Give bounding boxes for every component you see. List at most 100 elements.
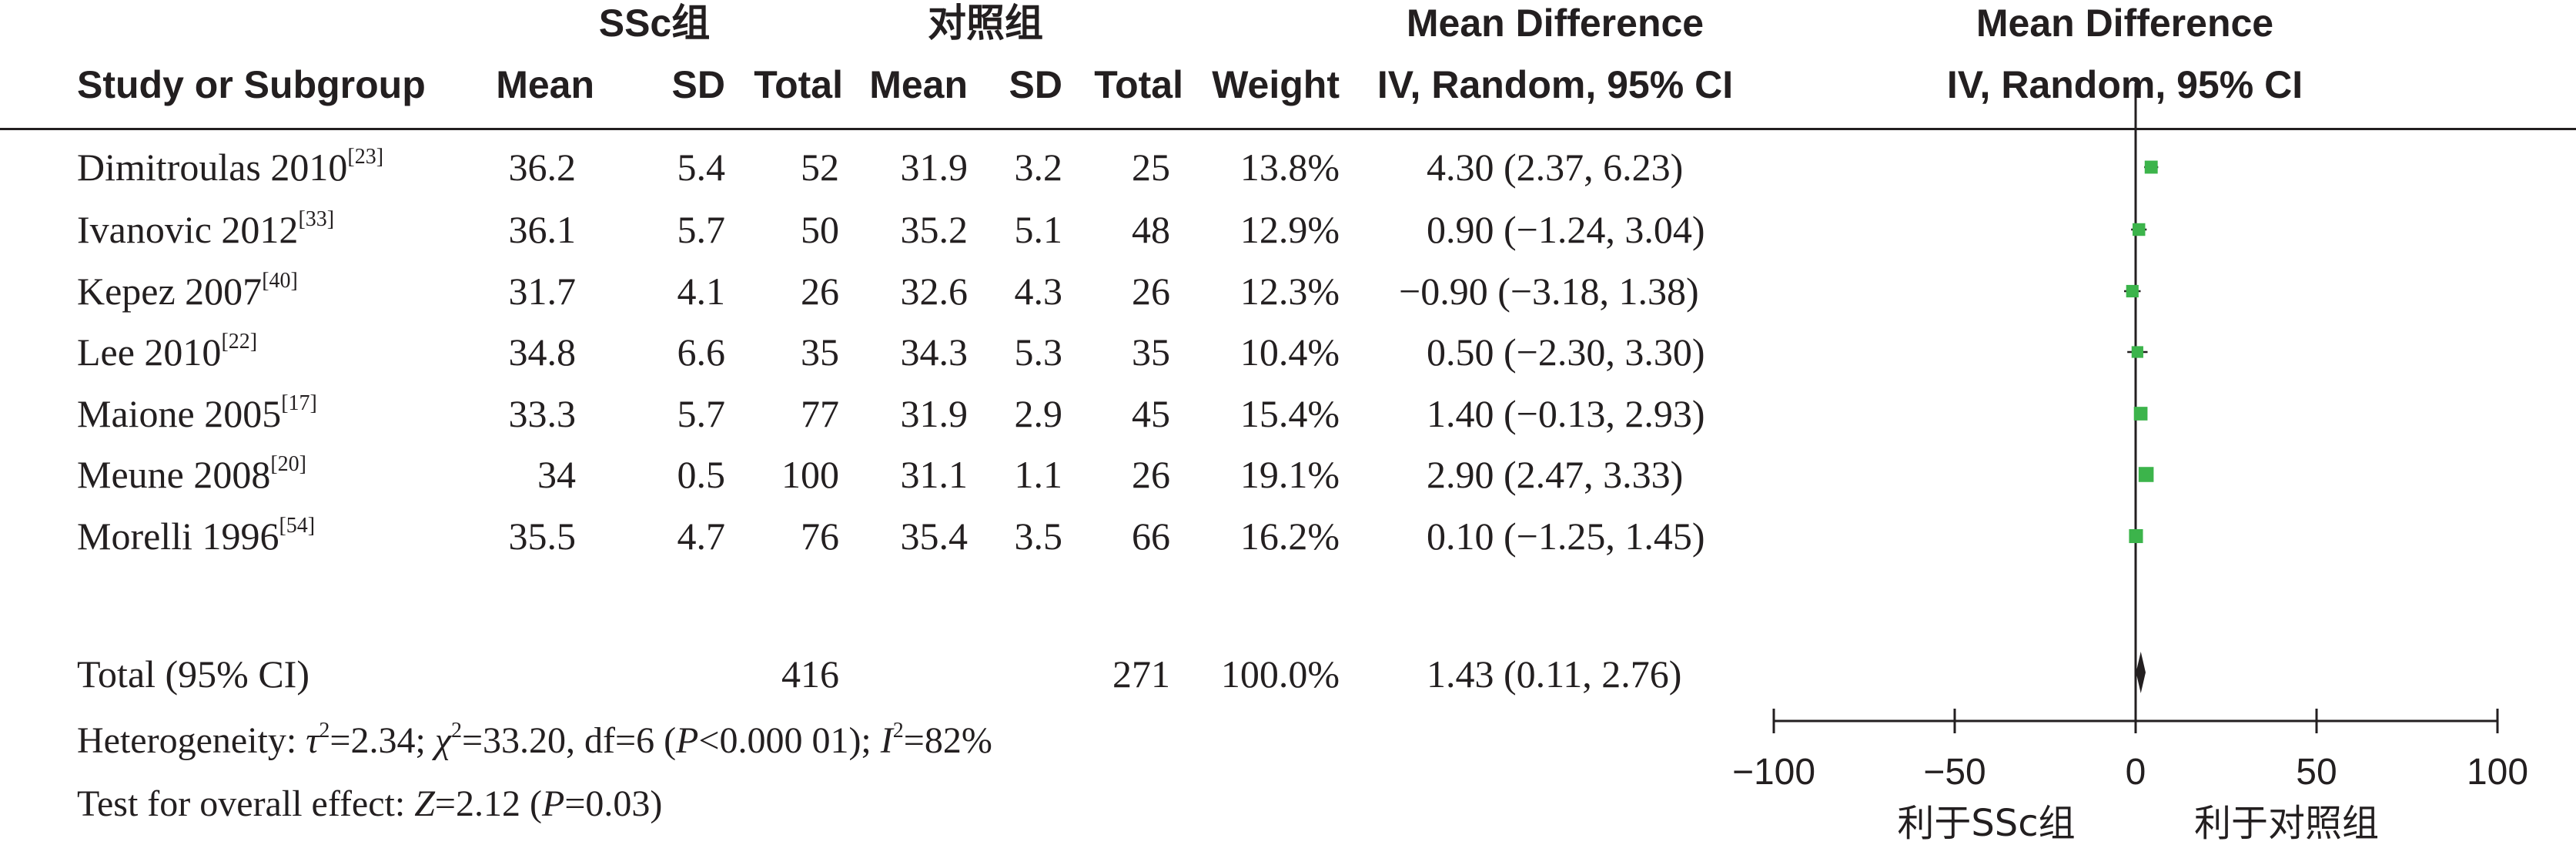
study-name: Kepez 2007 [77,270,263,313]
study-name-cell: Maione 2005[17] [77,391,317,437]
weight-cell: 15.4% [1239,392,1340,435]
effect-square [2131,346,2143,358]
total1-cell: 26 [801,270,839,313]
weight-cell: 19.1% [1239,453,1340,496]
sd2-cell: 5.1 [1014,208,1063,251]
mean1-cell: 33.3 [508,392,577,435]
heterogeneity-p-value: <0.000 01); [698,720,881,761]
total2-cell: 66 [1132,515,1170,558]
pooled-diamond [2136,652,2146,693]
total2-column-header: Total [1094,63,1183,106]
study-name-cell: Kepez 2007[40] [77,268,298,314]
mean2-cell: 35.4 [900,515,969,558]
total-weight: 100.0% [1220,652,1340,696]
study-name: Lee 2010 [77,330,222,374]
md-ci-cell: 4.30 (2.37, 6.23) [1427,146,1684,189]
header-rule [0,128,2576,130]
overall-effect-label: Test for overall effect: [77,783,415,824]
sd2-cell: 1.1 [1014,453,1063,496]
mean2-column-header: Mean [869,63,968,106]
weight-cell: 16.2% [1239,515,1340,558]
study-reference: [54] [279,514,316,538]
overall-effect-line: Test for overall effect: Z=2.12 (P=0.03) [77,783,663,824]
i2-value: =82% [903,720,992,761]
total-n2: 271 [1112,652,1170,696]
tau2-value: =2.34; [330,720,435,761]
total2-cell: 35 [1132,330,1170,374]
chi2-value: =33.20, df=6 ( [461,720,677,761]
study-reference: [17] [281,391,317,415]
study-name-cell: Dimitroulas 2010[23] [77,144,383,190]
total1-cell: 52 [801,146,839,189]
mean1-column-header: Mean [496,63,594,106]
md-ci-cell: 0.50 (−2.30, 3.30) [1427,330,1705,374]
study-name-cell: Ivanovic 2012[33] [77,206,334,253]
plot-method-header: IV, Random, 95% CI [1946,63,2303,106]
study-reference: [40] [262,269,298,293]
total-ci: 1.43 (0.11, 2.76) [1427,652,1682,696]
sd1-column-header: SD [671,63,725,106]
study-reference: [22] [221,330,258,354]
group1-header: SSc组 [598,2,711,45]
mean2-cell: 35.2 [900,208,969,251]
study-name: Morelli 1996 [77,515,279,558]
total1-column-header: Total [754,63,843,106]
sd2-cell: 3.5 [1014,515,1063,558]
study-name-cell: Lee 2010[22] [77,329,257,375]
sd1-cell: 5.7 [677,208,726,251]
total2-cell: 45 [1132,392,1170,435]
md-ci-cell: 0.90 (−1.24, 3.04) [1427,208,1705,251]
total2-cell: 26 [1132,453,1170,496]
mean1-cell: 36.1 [508,208,577,251]
study-name-cell: Morelli 1996[54] [77,513,315,559]
sd1-cell: 0.5 [677,453,726,496]
sd2-column-header: SD [1009,63,1062,106]
overall-p-value: =0.03) [564,783,663,824]
total2-cell: 26 [1132,270,1170,313]
mean2-cell: 32.6 [900,270,969,313]
weight-cell: 13.8% [1239,146,1340,189]
mean2-cell: 31.9 [900,146,969,189]
sd1-cell: 5.4 [677,146,726,189]
study-name: Ivanovic 2012 [77,208,299,251]
mean2-cell: 31.1 [900,453,969,496]
weight-cell: 12.9% [1239,208,1340,251]
mean2-cell: 31.9 [900,392,969,435]
mean2-cell: 34.3 [900,330,969,374]
sd1-cell: 6.6 [677,330,726,374]
total1-cell: 100 [781,453,839,496]
heterogeneity-label: Heterogeneity: [77,720,306,761]
sd2-cell: 5.3 [1014,330,1063,374]
x-tick-label: −50 [1923,752,1986,793]
total1-cell: 76 [801,515,839,558]
x-tick-label: −100 [1732,752,1815,793]
total1-cell: 50 [801,208,839,251]
z-value: =2.12 ( [434,783,542,824]
study-name: Dimitroulas 2010 [77,146,348,189]
effect-square [2138,467,2154,482]
mean1-cell: 31.7 [508,270,577,313]
md-ci-cell: 0.10 (−1.25, 1.45) [1427,515,1705,558]
md-ci-cell: 2.90 (2.47, 3.33) [1427,453,1684,496]
heterogeneity-line: Heterogeneity: τ2=2.34; χ2=33.20, df=6 (… [77,719,992,762]
x-tick-label: 0 [2126,752,2146,793]
md-title-header: Mean Difference [1406,2,1705,45]
favours-left-label: 利于SSc组 [1897,802,2076,845]
sd1-cell: 5.7 [677,392,726,435]
mean1-cell: 34 [537,453,576,496]
study-name: Maione 2005 [77,392,282,435]
md-ci-cell: −0.90 (−3.18, 1.38) [1399,270,1699,313]
study-reference: [23] [347,145,384,169]
x-tick-label: 50 [2296,752,2337,793]
weight-cell: 10.4% [1239,330,1340,374]
study-reference: [33] [298,207,335,231]
weight-cell: 12.3% [1239,270,1340,313]
sd2-cell: 3.2 [1014,146,1063,189]
mean1-cell: 35.5 [508,515,577,558]
effect-square [2133,407,2148,421]
mean1-cell: 36.2 [508,146,577,189]
plot-title-header: Mean Difference [1975,2,2274,45]
effect-square [2129,528,2143,544]
mean1-cell: 34.8 [508,330,577,374]
